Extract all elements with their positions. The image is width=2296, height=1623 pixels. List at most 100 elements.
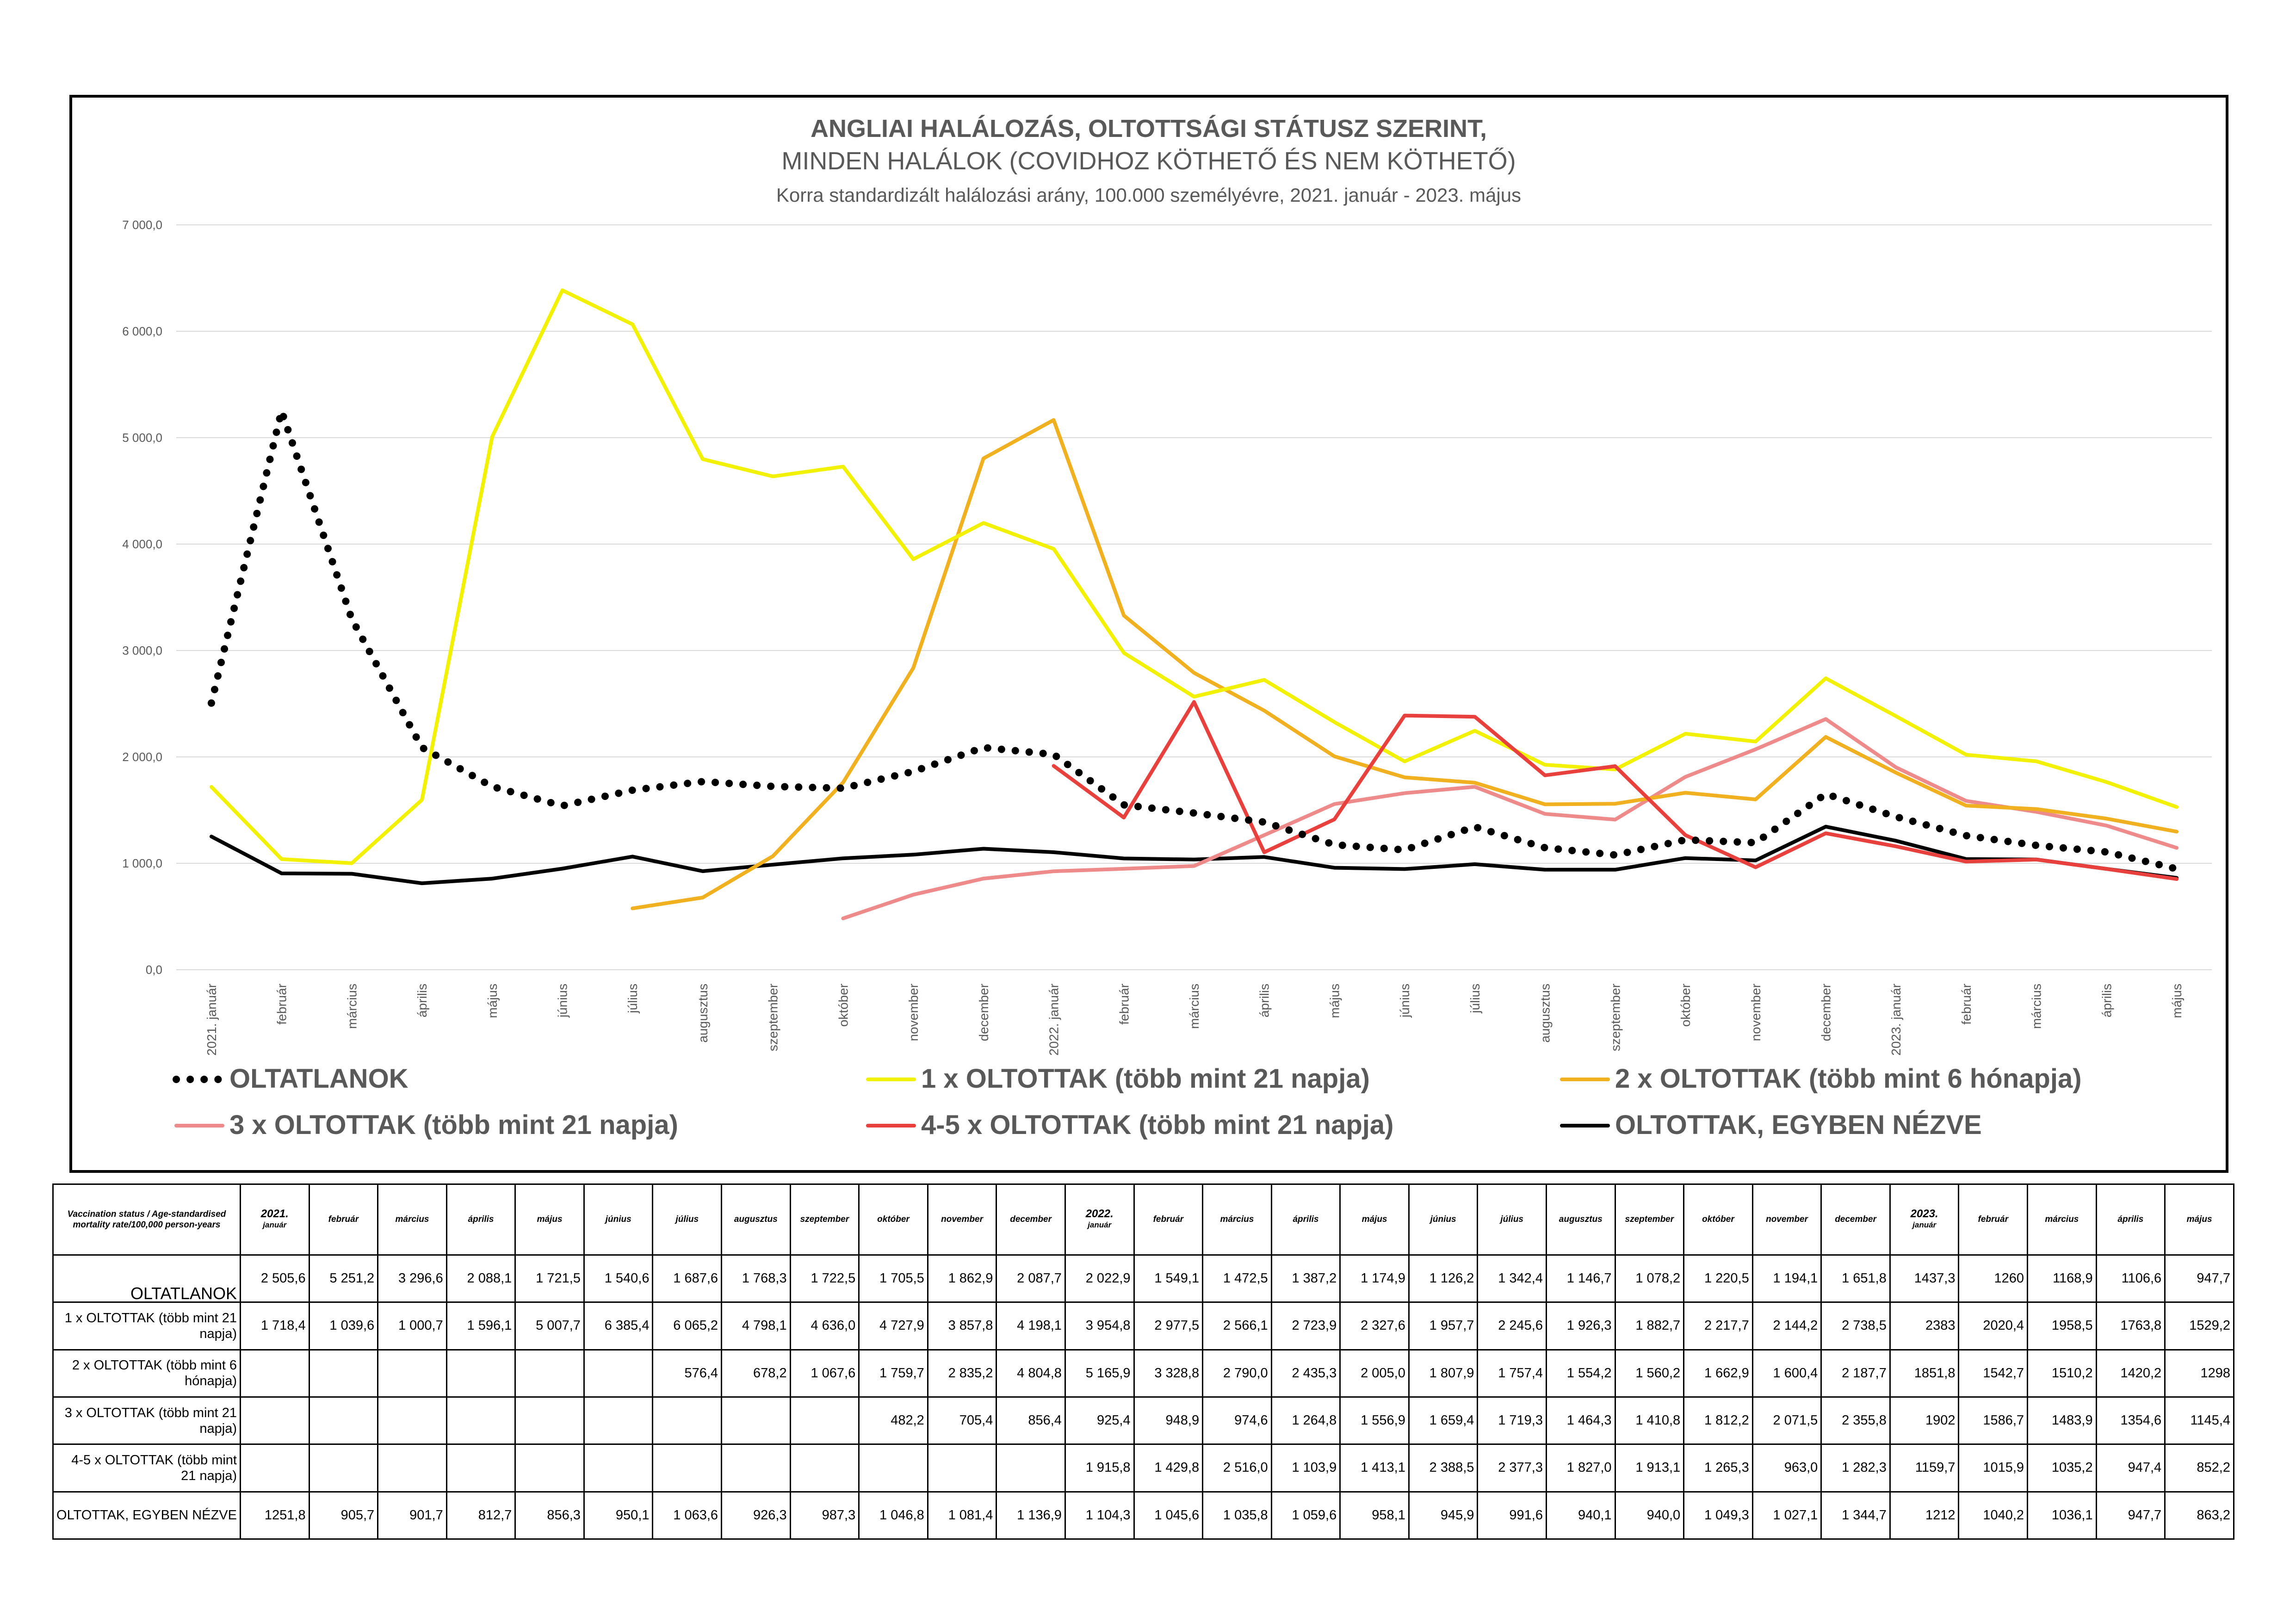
table-column-header: augusztus [1545,1183,1616,1256]
table-cell: 3 296,6 [377,1254,447,1303]
chart-subtitle-2: Korra standardizált halálozási arány, 10… [776,184,1521,206]
table-cell: 1958,5 [2027,1301,2097,1350]
table-cell: 6 065,2 [652,1301,723,1350]
x-tick-label: február [275,984,289,1025]
table-cell: 1036,1 [2027,1491,2097,1540]
table-cell: 2 388,5 [1408,1443,1479,1493]
table-cell: 991,6 [1477,1491,1547,1540]
table-cell: 958,1 [1339,1491,1410,1540]
table-cell [652,1443,723,1493]
table-cell: 1 705,5 [858,1254,928,1303]
series-line-2 [631,418,2179,911]
table-cell: 1 556,9 [1339,1396,1410,1445]
x-tick-label: április [1257,984,1272,1017]
column-header-year: 2022. [1085,1208,1114,1220]
table-cell: 1 651,8 [1820,1254,1891,1303]
table-cell: 2 435,3 [1270,1349,1341,1398]
table-cell: 1 549,1 [1133,1254,1204,1303]
table-cell: 2 977,5 [1133,1301,1204,1350]
table-cell: 1 410,8 [1614,1396,1685,1445]
y-tick-label: 2 000,0 [122,750,162,764]
table-cell: 1 067,6 [789,1349,860,1398]
table-cell: 2 144,2 [1751,1301,1822,1350]
table-cell [308,1443,379,1493]
table-cell: 1145,4 [2164,1396,2234,1445]
x-tick-label: június [1398,984,1412,1018]
x-tick-label: szeptember [766,984,780,1051]
table-cell: 1 081,4 [927,1491,997,1540]
table-cell: 1 342,4 [1477,1254,1547,1303]
y-tick-label: 7 000,0 [122,218,162,232]
x-tick-label: július [1468,984,1482,1014]
table-cell: 1483,9 [2027,1396,2097,1445]
legend-label: OLTATLANOK [229,1064,408,1094]
x-tick-label: december [1819,984,1833,1041]
legend-label: 2 x OLTOTTAK (több mint 6 hónapja) [1615,1064,2082,1094]
table-cell: 926,3 [721,1491,791,1540]
table-cell: 940,0 [1614,1491,1685,1540]
table-cell: 1 282,3 [1820,1443,1891,1493]
x-tick-label: június [555,984,569,1018]
table-column-header: október [858,1183,928,1256]
table-cell: 856,4 [996,1396,1066,1445]
chart-subtitle: MINDEN HALÁLOK (COVIDHOZ KÖTHETŐ ÉS NEM … [781,147,1516,175]
table-cell: 1 560,2 [1614,1349,1685,1398]
legend: OLTATLANOK 1 x OLTOTTAK (több mint 21 nap… [173,1064,2082,1140]
table-cell: 2 738,5 [1820,1301,1891,1350]
chart-svg: ANGLIAI HALÁLOZÁS, OLTOTTSÁGI STÁTUSZ SZ… [122,115,2212,1140]
table-column-header: 2023. január [1889,1183,1960,1256]
table-cell: 1 807,9 [1408,1349,1479,1398]
table-cell: 963,0 [1751,1443,1822,1493]
table-cell [308,1349,379,1398]
chart-title: ANGLIAI HALÁLOZÁS, OLTOTTSÁGI STÁTUSZ SZ… [811,115,1487,142]
table-column-header: február [1958,1183,2029,1256]
table-cell: 1 027,1 [1751,1491,1822,1540]
table-cell [858,1443,928,1493]
table-cell: 1 194,1 [1751,1254,1822,1303]
table-cell: 2 088,1 [446,1254,516,1303]
table-column-header: 2021. január [240,1183,310,1256]
table-cell [377,1443,447,1493]
legend-label: OLTOTTAK, EGYBEN NÉZVE [1615,1110,1982,1140]
x-tick-label: május [1327,984,1342,1018]
table-cell: 1 540,6 [583,1254,654,1303]
table-cell: 1 957,7 [1408,1301,1479,1350]
table-cell: 1529,2 [2164,1301,2234,1350]
table-cell: 5 165,9 [1064,1349,1135,1398]
table-cell: 1 063,6 [652,1491,723,1540]
table-cell [308,1396,379,1445]
table-cell [721,1443,791,1493]
table-cell: 1420,2 [2095,1349,2166,1398]
series-line-4 [1052,700,2179,881]
table-cell: 3 857,8 [927,1301,997,1350]
y-tick-label: 5 000,0 [122,431,162,445]
table-cell: 1 913,1 [1614,1443,1685,1493]
table-cell: 1 264,8 [1270,1396,1341,1445]
table-cell: 1851,8 [1889,1349,1960,1398]
y-tick-label: 1 000,0 [122,856,162,870]
table-row-label: OLTOTTAK, EGYBEN NÉZVE [52,1491,241,1540]
table-column-header: június [1408,1183,1479,1256]
table-cell: 1 662,9 [1683,1349,1753,1398]
table-column-header: december [1820,1183,1891,1256]
table-cell: 2 245,6 [1477,1301,1547,1350]
table-cell: 1 126,2 [1408,1254,1479,1303]
table-column-header: március [377,1183,447,1256]
table-cell: 945,9 [1408,1491,1479,1540]
table-column-header: május [2164,1183,2234,1256]
table-cell: 2 327,6 [1339,1301,1410,1350]
table-cell: 925,4 [1064,1396,1135,1445]
table-cell: 1 000,7 [377,1301,447,1350]
table-cell: 856,3 [514,1491,585,1540]
table-row: 3 x OLTOTTAK (több mint 21 napja) 482,2 70… [52,1396,2234,1445]
table-cell: 4 636,0 [789,1301,860,1350]
table-cell: 1 721,5 [514,1254,585,1303]
table-cell: 1510,2 [2027,1349,2097,1398]
table-cell [240,1396,310,1445]
x-tick-label: március [1187,984,1201,1029]
table-cell: 1 429,8 [1133,1443,1204,1493]
table-cell [377,1349,447,1398]
table-column-header: május [514,1183,585,1256]
table-cell: 1 059,6 [1270,1491,1341,1540]
x-tick-label: 2023. január [1889,984,1903,1056]
